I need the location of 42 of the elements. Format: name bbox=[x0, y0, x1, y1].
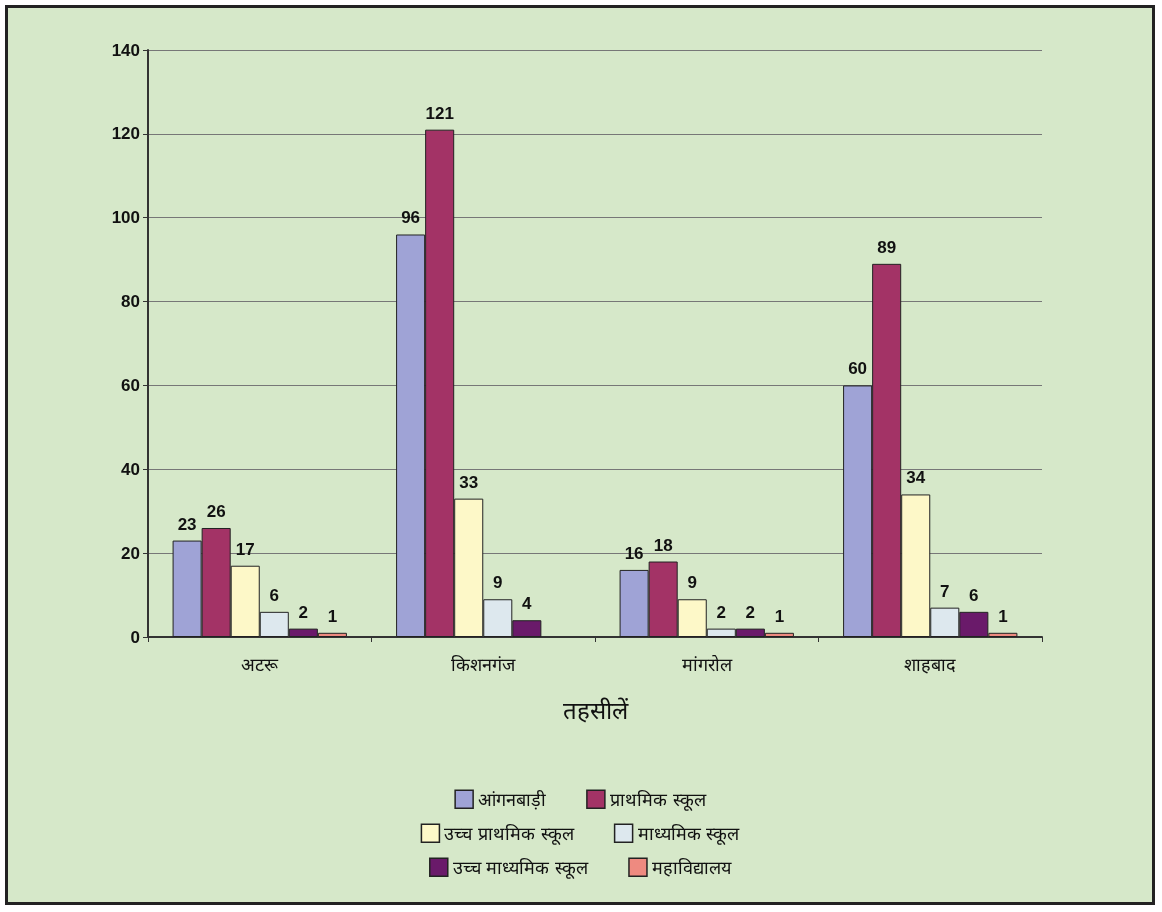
legend-label: उच्च प्राथमिक स्कूल bbox=[444, 822, 575, 845]
data-label: 121 bbox=[425, 103, 454, 123]
data-label: 34 bbox=[906, 468, 926, 488]
data-label: 2 bbox=[716, 602, 727, 622]
y-tick-label: 140 bbox=[111, 40, 140, 60]
x-tick-label: शाहबाद bbox=[904, 653, 957, 675]
x-axis-title: तहसीलें bbox=[562, 697, 629, 725]
y-tick-label: 80 bbox=[121, 292, 140, 312]
data-label: 6 bbox=[269, 585, 280, 605]
y-tick-label: 120 bbox=[111, 124, 140, 144]
x-tick-label: किशनगंज bbox=[451, 653, 517, 675]
data-label: 60 bbox=[848, 359, 868, 379]
x-tick-label: मांगरोल bbox=[681, 653, 733, 675]
legend-label: आंगनबाड़ी bbox=[478, 788, 547, 810]
y-tick-label: 40 bbox=[121, 459, 140, 479]
legend-label: उच्च माध्यमिक स्कूल bbox=[452, 856, 590, 879]
data-label: 1 bbox=[327, 606, 338, 626]
data-label: 18 bbox=[653, 535, 673, 555]
y-tick-label: 60 bbox=[121, 375, 140, 395]
data-label: 17 bbox=[235, 539, 255, 559]
legend-label: प्राथमिक स्कूल bbox=[609, 788, 707, 811]
data-label: 4 bbox=[522, 594, 533, 614]
data-label: 23 bbox=[177, 514, 197, 534]
data-label: 89 bbox=[877, 237, 897, 257]
data-label: 1 bbox=[998, 606, 1008, 626]
data-label: 16 bbox=[624, 543, 644, 563]
data-label: 33 bbox=[459, 472, 479, 492]
y-tick-label: 0 bbox=[130, 627, 140, 647]
data-label: 96 bbox=[401, 208, 421, 228]
y-tick-label: 100 bbox=[111, 208, 140, 228]
data-label: 6 bbox=[969, 585, 979, 605]
data-label: 2 bbox=[298, 602, 309, 622]
data-label: 1 bbox=[774, 606, 785, 626]
data-label: 26 bbox=[206, 501, 226, 521]
data-label: 9 bbox=[687, 573, 697, 593]
data-label: 7 bbox=[940, 581, 950, 601]
data-label: 2 bbox=[745, 602, 756, 622]
x-tick-label: अटरू bbox=[241, 653, 280, 675]
legend-label: माध्यमिक स्कूल bbox=[637, 822, 741, 845]
legend-label: महाविद्यालय bbox=[651, 856, 732, 878]
data-label: 9 bbox=[493, 573, 503, 593]
y-tick-label: 20 bbox=[121, 543, 140, 563]
